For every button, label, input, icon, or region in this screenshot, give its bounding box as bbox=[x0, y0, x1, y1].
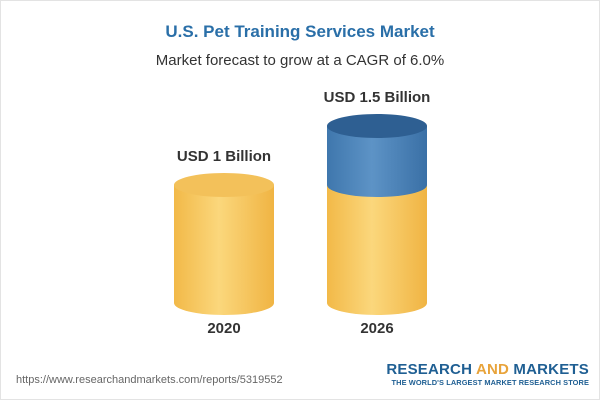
chart-title: U.S. Pet Training Services Market bbox=[165, 22, 435, 41]
brand-name: RESEARCH AND MARKETS bbox=[385, 362, 589, 378]
brand-logo: RESEARCH AND MARKETS THE WORLD'S LARGEST… bbox=[385, 362, 589, 388]
brand-name-and: AND bbox=[475, 361, 510, 378]
bar-2026-increment-segment bbox=[327, 126, 427, 197]
x-axis-label-2020: 2020 bbox=[207, 320, 240, 337]
brand-name-markets: MARKETS bbox=[513, 361, 589, 378]
x-axis-label-2026: 2026 bbox=[360, 320, 393, 337]
bar-2026-base-segment bbox=[327, 185, 427, 315]
bar-2020-value-label: USD 1 Billion bbox=[177, 148, 271, 165]
brand-tagline: THE WORLD'S LARGEST MARKET RESEARCH STOR… bbox=[391, 378, 589, 387]
brand-name-research: RESEARCH bbox=[386, 361, 473, 378]
chart-subtitle: Market forecast to grow at a CAGR of 6.0… bbox=[155, 52, 445, 69]
bar-2026-top-cap bbox=[327, 114, 427, 138]
bar-2020-base-segment bbox=[174, 185, 274, 315]
bar-2020-top-cap bbox=[174, 173, 274, 197]
source-url[interactable]: https://www.researchandmarkets.com/repor… bbox=[16, 374, 283, 386]
bar-2026-value-label: USD 1.5 Billion bbox=[324, 89, 431, 106]
